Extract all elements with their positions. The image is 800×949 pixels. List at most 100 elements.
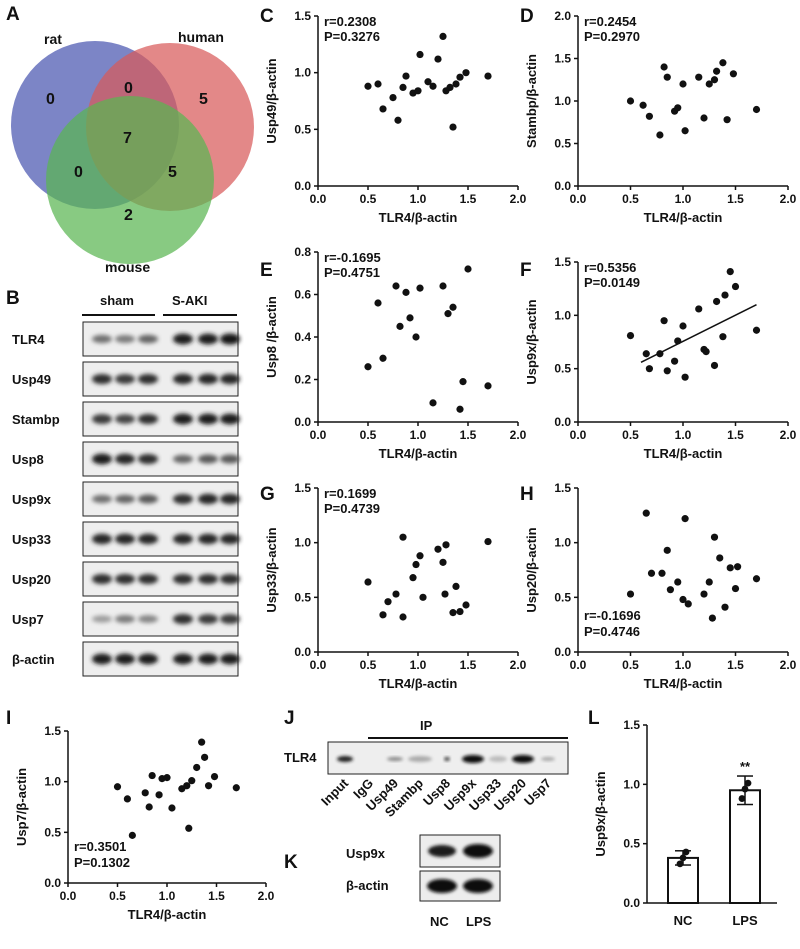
scatter-usp7: 0.0 0.5 1.0 1.5 2.00.00.51.01.5TLR4/β-actinU…	[14, 724, 275, 922]
x-tick-label: 1.5	[727, 658, 744, 672]
data-point	[364, 82, 372, 90]
y-tick-label: 0.0	[554, 415, 571, 429]
y-tick-label: 0.0	[294, 645, 311, 659]
blot-band	[173, 493, 193, 505]
data-point	[723, 116, 731, 124]
data-point	[682, 848, 690, 856]
blot-row-label: Usp8	[12, 452, 44, 467]
blot-band	[115, 335, 135, 343]
x-tick-label: 1.5	[460, 428, 477, 442]
data-point	[658, 569, 666, 577]
y-axis-label: Usp9x/β-actin	[524, 299, 539, 384]
data-point	[705, 578, 713, 586]
ip-band	[444, 757, 450, 761]
data-point	[392, 590, 400, 598]
blot-band	[138, 373, 158, 385]
y-axis-label: Usp33/β-actin	[264, 527, 279, 612]
p-value: P=0.4751	[324, 265, 380, 280]
data-point	[113, 783, 122, 791]
data-point	[721, 291, 729, 299]
data-point	[374, 299, 382, 307]
scatter-usp33: 0.0 0.5 1.0 1.5 2.00.00.51.01.5TLR4/β-actinU…	[264, 481, 527, 691]
data-point	[674, 104, 682, 112]
venn-count-mouse-only: 2	[124, 207, 133, 224]
x-tick-label: 0.0	[60, 889, 77, 903]
y-tick-label: 0.5	[554, 590, 571, 604]
y-tick-label: 0.5	[554, 137, 571, 151]
data-point	[642, 509, 650, 517]
blot-band	[220, 614, 240, 624]
data-point	[434, 545, 442, 553]
data-point	[626, 97, 635, 105]
data-point	[700, 590, 708, 598]
x-tick-label: LPS	[732, 913, 758, 928]
data-point	[674, 337, 682, 345]
data-point	[731, 584, 740, 593]
y-tick-label: 1.5	[554, 481, 571, 495]
venn-count-all: 7	[123, 130, 132, 147]
blot-band	[92, 653, 112, 665]
y-axis-label: Usp7/β-actin	[14, 768, 29, 846]
blot-band	[115, 453, 135, 465]
data-point	[710, 533, 719, 541]
blot-band	[220, 413, 240, 425]
k-row-label-actin: β-actin	[346, 878, 389, 893]
data-point	[713, 67, 721, 75]
blot-band	[198, 653, 218, 665]
scatter-usp8: 0.0 0.5 1.0 1.5 2.0 0.0 0.2 0.4 0.6 0.8 TLR4/β-act…	[264, 245, 527, 461]
x-tick-label: 0.0	[310, 658, 327, 672]
y-axis-label: Usp9x/β-actin	[593, 771, 608, 856]
data-point	[695, 73, 703, 81]
data-point	[626, 590, 635, 598]
group-label-sham: sham	[100, 293, 134, 308]
blot-band	[173, 454, 193, 464]
y-tick-label: 0.2	[294, 373, 311, 387]
blot-band	[138, 533, 158, 545]
data-point	[456, 73, 464, 81]
data-point	[416, 50, 424, 59]
data-point	[729, 70, 738, 78]
blot-band	[198, 373, 218, 385]
data-point	[392, 282, 400, 290]
data-point	[462, 601, 470, 609]
data-point	[681, 127, 689, 135]
data-point	[645, 112, 654, 120]
x-axis-label: TLR4/β-actin	[379, 210, 458, 225]
data-point	[449, 303, 457, 311]
blot-band	[198, 333, 218, 345]
ip-band	[489, 756, 507, 762]
data-point	[684, 600, 692, 608]
y-tick-label: 0.5	[44, 825, 61, 839]
data-point	[419, 593, 427, 601]
data-point	[188, 777, 196, 785]
y-tick-label: 0.0	[623, 896, 640, 910]
blot-band	[138, 413, 158, 425]
data-point	[449, 609, 457, 617]
ip-lane-label: Input	[318, 775, 352, 809]
data-point	[163, 774, 171, 782]
data-point	[626, 332, 635, 340]
x-tick-label: 1.0	[675, 192, 692, 206]
data-point	[660, 317, 668, 325]
ip-band	[408, 756, 432, 762]
data-point	[168, 804, 176, 812]
x-axis-label: TLR4/β-actin	[128, 907, 207, 922]
blot-row-label: β-actin	[12, 652, 55, 667]
y-tick-label: 0.0	[554, 179, 571, 193]
r-value: r=0.3501	[74, 839, 126, 854]
y-tick-label: 0.5	[554, 362, 571, 376]
x-tick-label: 1.5	[727, 428, 744, 442]
k-band-usp9x-nc	[428, 845, 456, 857]
data-point	[663, 546, 671, 554]
y-axis-label: Stambp/β-actin	[524, 54, 539, 148]
x-tick-label: 2.0	[780, 428, 797, 442]
y-tick-label: 0.8	[294, 245, 311, 259]
data-point	[642, 350, 650, 358]
x-tick-label: 1.0	[159, 889, 176, 903]
y-tick-label: 1.0	[554, 536, 571, 550]
y-tick-label: 1.5	[623, 718, 640, 732]
data-point	[128, 831, 136, 839]
p-value: P=0.1302	[74, 855, 130, 870]
venn-circle-mouse	[46, 96, 214, 264]
